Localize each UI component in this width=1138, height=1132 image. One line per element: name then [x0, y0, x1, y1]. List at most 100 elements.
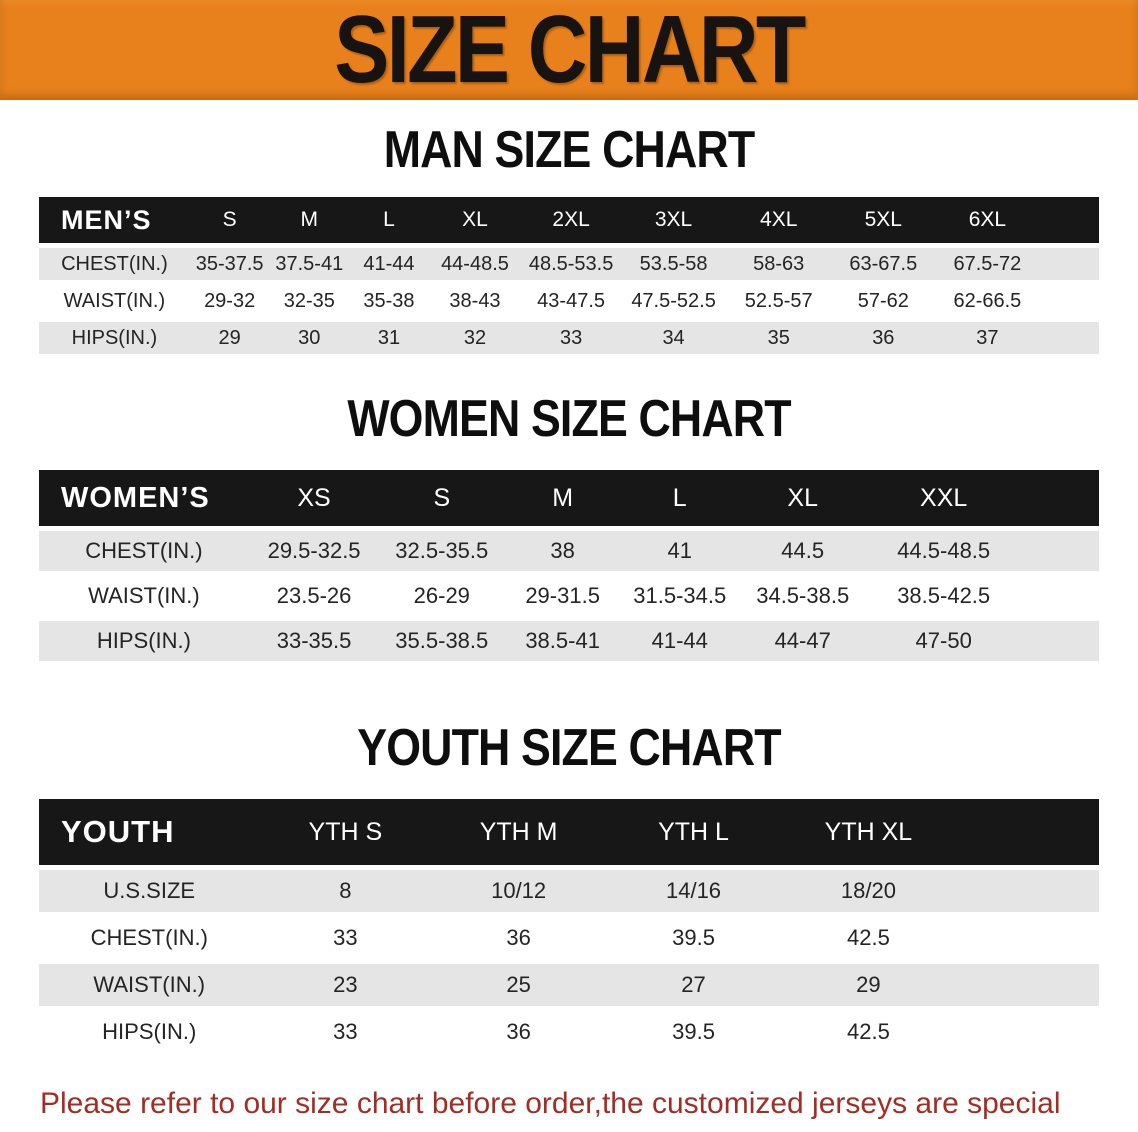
row-label: HIPS(IN.) — [102, 1019, 197, 1044]
table-cell: 37.5-41 — [275, 252, 344, 275]
table-header-row: WOMEN’S XS S M L XL XXL — [39, 470, 1099, 526]
men-size-section: MAN SIZE CHART MEN’S S M L XL 2XL 3XL 4XL 5XL 6XL… — [0, 124, 1138, 359]
filler-cell — [1039, 285, 1099, 317]
table-cell: 53.5-58 — [639, 252, 708, 275]
row-label: U.S.SIZE — [103, 878, 196, 903]
table-cell: 36 — [506, 1019, 531, 1044]
column-header: L — [620, 470, 739, 526]
column-header: L — [349, 197, 429, 243]
filler-cell — [1020, 470, 1099, 526]
table-row: CHEST(IN.) 35-37.5 37.5-41 41-44 44-48.5 48.5… — [39, 248, 1099, 280]
table-cell: 23 — [333, 972, 358, 997]
filler-cell — [956, 1011, 1099, 1053]
column-header: 5XL — [831, 197, 936, 243]
table-cell: 41-44 — [651, 628, 708, 653]
youth-size-table: YOUTH YTH S YTH M YTH L YTH XL U.S.SIZE 8 10/12… — [39, 794, 1099, 1058]
table-cell: 25 — [506, 972, 531, 997]
row-label: WAIST(IN.) — [93, 972, 206, 997]
table-cell: 33 — [333, 925, 358, 950]
table-cell: 35.5-38.5 — [395, 628, 489, 653]
column-header: 2XL — [521, 197, 621, 243]
column-header: M — [269, 197, 350, 243]
table-cell: 36 — [506, 925, 531, 950]
table-title-cell: YOUTH — [39, 799, 260, 865]
table-cell: 23.5-26 — [276, 583, 352, 608]
filler-cell — [1039, 197, 1099, 243]
column-header: S — [379, 470, 505, 526]
table-row: WAIST(IN.) 29-32 32-35 35-38 38-43 43-47.5 47.… — [39, 285, 1099, 317]
column-header: 6XL — [935, 197, 1040, 243]
table-cell: 37 — [976, 326, 999, 349]
table-title-cell: WOMEN’S — [39, 470, 249, 526]
table-cell: 44.5-48.5 — [897, 538, 991, 563]
table-cell: 62-66.5 — [953, 289, 1022, 312]
table-cell: 33 — [559, 326, 583, 349]
table-cell: 30 — [298, 326, 321, 349]
column-header: YTH L — [606, 799, 781, 865]
filler-cell — [1039, 322, 1099, 354]
table-cell: 38.5-42.5 — [897, 583, 991, 608]
men-size-table: MEN’S S M L XL 2XL 3XL 4XL 5XL 6XL CHEST(IN.) 35-37… — [39, 192, 1099, 359]
filler-cell — [955, 799, 1099, 865]
table-cell: 67.5-72 — [953, 252, 1022, 275]
table-cell: 14/16 — [665, 878, 722, 903]
women-heading: WOMEN SIZE CHART — [347, 390, 791, 448]
column-header: 4XL — [726, 197, 832, 243]
table-cell: 32 — [463, 326, 487, 349]
table-header-row: YOUTH YTH S YTH M YTH L YTH XL — [39, 799, 1099, 865]
table-cell: 39.5 — [672, 925, 715, 950]
banner-title: SIZE CHART — [334, 0, 806, 103]
table-cell: 34 — [662, 326, 685, 349]
table-cell: 44-47 — [774, 628, 831, 653]
table-cell: 10/12 — [491, 878, 547, 903]
table-cell: 35 — [767, 326, 790, 349]
table-cell: 29 — [218, 326, 241, 349]
disclaimer: Please refer to our size chart before or… — [40, 1080, 1100, 1132]
table-cell: 29.5-32.5 — [267, 538, 361, 563]
filler-cell — [956, 870, 1099, 912]
table-cell: 43-47.5 — [537, 289, 606, 312]
table-cell: 44.5 — [781, 538, 825, 563]
table-cell: 52.5-57 — [744, 289, 813, 312]
column-header: YTH M — [431, 799, 607, 865]
filler-cell — [1021, 621, 1099, 661]
disclaimer-line-1: Please refer to our size chart before or… — [40, 1087, 1061, 1120]
table-cell: 32.5-35.5 — [395, 538, 489, 563]
row-label: WAIST(IN.) — [88, 583, 200, 608]
row-label: CHEST(IN.) — [85, 538, 203, 563]
table-title-cell: MEN’S — [39, 197, 190, 243]
column-header: 3XL — [621, 197, 727, 243]
table-cell: 35-38 — [363, 289, 415, 312]
filler-cell — [1021, 576, 1099, 616]
table-cell: 31 — [377, 326, 401, 349]
table-header-row: MEN’S S M L XL 2XL 3XL 4XL 5XL 6XL — [39, 197, 1099, 243]
column-header: XS — [248, 470, 380, 526]
table-cell: 29 — [856, 972, 881, 997]
table-cell: 29-31.5 — [525, 583, 600, 608]
column-header: YTH S — [259, 799, 432, 865]
table-cell: 36 — [872, 326, 895, 349]
table-cell: 42.5 — [847, 925, 890, 950]
table-cell: 47-50 — [915, 628, 972, 653]
column-header: XL — [428, 197, 522, 243]
table-row: U.S.SIZE 8 10/12 14/16 18/20 — [39, 870, 1099, 912]
table-cell: 57-62 — [857, 289, 909, 312]
table-row: WAIST(IN.) 23.5-26 26-29 29-31.5 31.5-34.5 34… — [39, 576, 1099, 616]
row-label: CHEST(IN.) — [61, 252, 168, 275]
table-cell: 39.5 — [672, 1019, 715, 1044]
table-row: HIPS(IN.) 29 30 31 32 33 34 35 36 37 — [39, 322, 1099, 354]
filler-cell — [1039, 248, 1099, 280]
table-cell: 33-35.5 — [276, 628, 352, 653]
table-row: HIPS(IN.) 33-35.5 35.5-38.5 38.5-41 41-44 44-… — [39, 621, 1099, 661]
row-label: HIPS(IN.) — [96, 628, 191, 653]
table-cell: 38-43 — [449, 289, 501, 312]
table-cell: 41-44 — [363, 252, 415, 275]
column-header: M — [504, 470, 621, 526]
table-cell: 18/20 — [840, 878, 896, 903]
row-label: WAIST(IN.) — [63, 289, 166, 312]
table-row: CHEST(IN.) 29.5-32.5 32.5-35.5 38 41 44.5 44.5… — [39, 531, 1099, 571]
table-row: WAIST(IN.) 23 25 27 29 — [39, 964, 1099, 1006]
table-cell: 44-48.5 — [441, 252, 509, 275]
table-row: CHEST(IN.) 33 36 39.5 42.5 — [39, 917, 1099, 959]
